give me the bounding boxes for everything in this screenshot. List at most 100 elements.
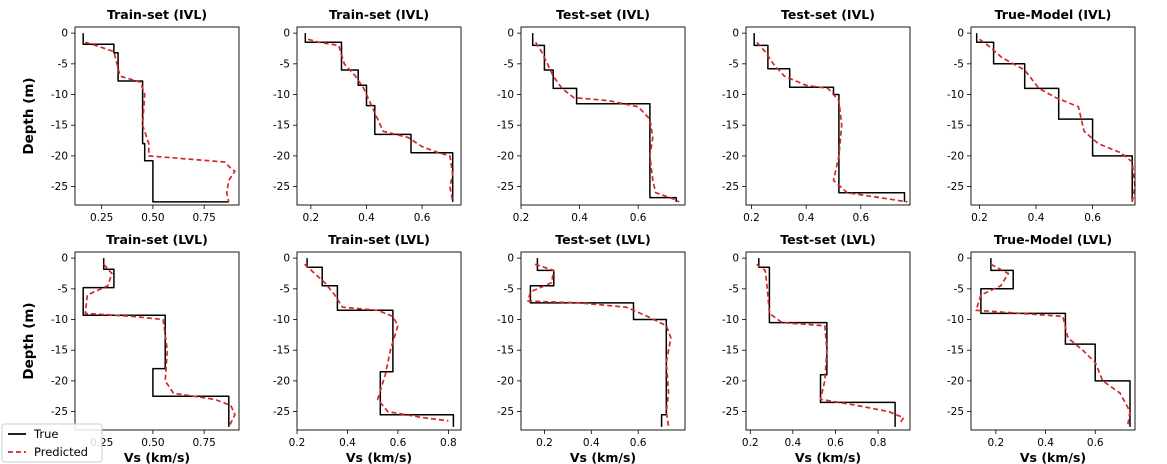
y-tick-label: -20 (947, 150, 964, 162)
y-tick-label: -10 (722, 314, 739, 326)
y-axis-label: Depth (m) (21, 302, 37, 379)
axes-frame (745, 251, 911, 431)
y-tick-label: -15 (947, 120, 964, 132)
x-tick-label: 0.6 (630, 437, 647, 449)
y-tick-label: -25 (497, 406, 514, 418)
y-tick-label: -25 (273, 181, 290, 193)
x-axis-label: Vs (km/s) (1020, 450, 1086, 464)
x-tick-label: 0.50 (141, 437, 164, 449)
y-tick-label: -5 (954, 58, 964, 70)
x-tick-label: 0.2 (743, 212, 760, 224)
y-tick-label: 0 (61, 28, 68, 40)
y-tick-label: -5 (729, 58, 739, 70)
subplot-title: Test-set (IVL) (781, 7, 875, 22)
subplot-title: Train-set (LVL) (106, 232, 208, 247)
y-tick-label: 0 (283, 28, 290, 40)
y-tick-label: -15 (51, 345, 68, 357)
y-tick-label: -5 (504, 283, 514, 295)
x-tick-label: 0.75 (192, 437, 215, 449)
y-tick-label: -25 (51, 406, 68, 418)
axes-frame (74, 26, 240, 206)
subplot-3: Test-set (IVL) 0 -5 -10 -15 -20 -25 0.2 0.4 0.6 (497, 7, 686, 224)
x-tick-label: 0.6 (390, 437, 407, 449)
true-line (82, 33, 229, 203)
x-tick-label: 0.4 (583, 437, 600, 449)
predicted-line (307, 38, 454, 203)
x-tick-label: 0.6 (414, 212, 431, 224)
y-tick-label: -10 (947, 89, 964, 101)
axes-frame (520, 26, 686, 206)
axes-frame (970, 251, 1136, 431)
subplot-title: Test-set (LVL) (780, 232, 876, 247)
x-tick-label: 0.6 (1087, 437, 1104, 449)
y-tick-label: -20 (497, 375, 514, 387)
axes-frame (74, 251, 240, 431)
subplot-8: Test-set (LVL) 0 -5 -10 -15 -20 -25 0.2 0.4 0.6Vs… (497, 232, 686, 464)
subplot-title: True-Model (LVL) (994, 232, 1112, 247)
subplot-10: True-Model (LVL) 0 -5 -10 -15 -20 -25 0.2 0.4 0.6… (947, 232, 1136, 464)
y-tick-label: -25 (722, 181, 739, 193)
axes-frame (520, 251, 686, 431)
x-tick-label: 0.2 (987, 437, 1004, 449)
x-tick-label: 0.2 (513, 212, 530, 224)
subplot-5: True-Model (IVL) 0 -5 -10 -15 -20 -25 0.2 0.4 0.6 (947, 7, 1136, 224)
subplot-title: Test-set (LVL) (555, 232, 651, 247)
axes-frame (970, 26, 1136, 206)
predicted-line (534, 41, 680, 203)
y-tick-label: -5 (58, 283, 68, 295)
true-line (980, 258, 1131, 427)
x-axis-label: Vs (km/s) (570, 450, 636, 464)
predicted-line (304, 263, 449, 422)
y-tick-label: -5 (58, 58, 68, 70)
axes-frame (296, 251, 462, 431)
axes-frame (745, 26, 911, 206)
predicted-line (84, 263, 236, 428)
subplot-6: Train-set (LVL)0-5-10-15-20-250.250.500.… (21, 232, 240, 464)
x-tick-label: 0.2 (303, 212, 320, 224)
y-tick-label: -10 (497, 89, 514, 101)
x-axis-label: Vs (km/s) (124, 450, 190, 464)
subplot-1: Train-set (IVL) 0 -5 -10 -15 -20 -25 0.25 0.50 0.… (21, 7, 240, 224)
y-tick-label: -15 (722, 120, 739, 132)
x-tick-label: 0.4 (785, 437, 802, 449)
y-tick-label: -20 (947, 375, 964, 387)
y-tick-label: -20 (273, 150, 290, 162)
x-tick-label: 0.4 (1028, 212, 1045, 224)
y-tick-label: -10 (947, 314, 964, 326)
y-tick-label: -10 (51, 89, 68, 101)
true-line (82, 258, 230, 427)
legend-box (1, 423, 103, 463)
subplot-title: Train-set (IVL) (329, 7, 429, 22)
y-tick-label: -25 (497, 181, 514, 193)
predicted-line (975, 263, 1131, 428)
y-tick-label: -15 (497, 120, 514, 132)
y-tick-label: -15 (273, 120, 290, 132)
subplot-title: True-Model (IVL) (995, 7, 1112, 22)
y-tick-label: -25 (51, 181, 68, 193)
y-tick-label: 0 (957, 28, 964, 40)
y-tick-label: -5 (280, 283, 290, 295)
subplot-title: Test-set (IVL) (556, 7, 650, 22)
y-tick-label: -20 (722, 150, 739, 162)
x-axis-label: Vs (km/s) (795, 450, 861, 464)
y-tick-label: -15 (273, 345, 290, 357)
x-tick-label: 0.50 (141, 212, 164, 224)
true-line (306, 258, 455, 427)
y-axis-label: Depth (m) (21, 77, 37, 154)
subplot-7: Train-set (LVL) 0 -5 -10 -15 -20 -25 0.2 0.4 0.6 0… (273, 232, 462, 464)
x-tick-label: 0.2 (289, 437, 306, 449)
true-line (531, 33, 677, 202)
y-tick-label: -25 (722, 406, 739, 418)
x-tick-label: 0.2 (742, 437, 759, 449)
y-tick-label: -5 (729, 283, 739, 295)
subplot-title: Train-set (IVL) (107, 7, 207, 22)
y-tick-label: -10 (51, 314, 68, 326)
x-tick-label: 0.8 (440, 437, 457, 449)
y-tick-label: 0 (283, 253, 290, 265)
x-tick-label: 0.4 (798, 212, 815, 224)
y-tick-label: -25 (947, 181, 964, 193)
y-tick-label: -20 (722, 375, 739, 387)
subplot-grid: Train-set (IVL) 0 -5 -10 -15 -20 -25 0.25 0.50 0.… (21, 7, 1136, 464)
x-tick-label: 0.25 (90, 212, 113, 224)
